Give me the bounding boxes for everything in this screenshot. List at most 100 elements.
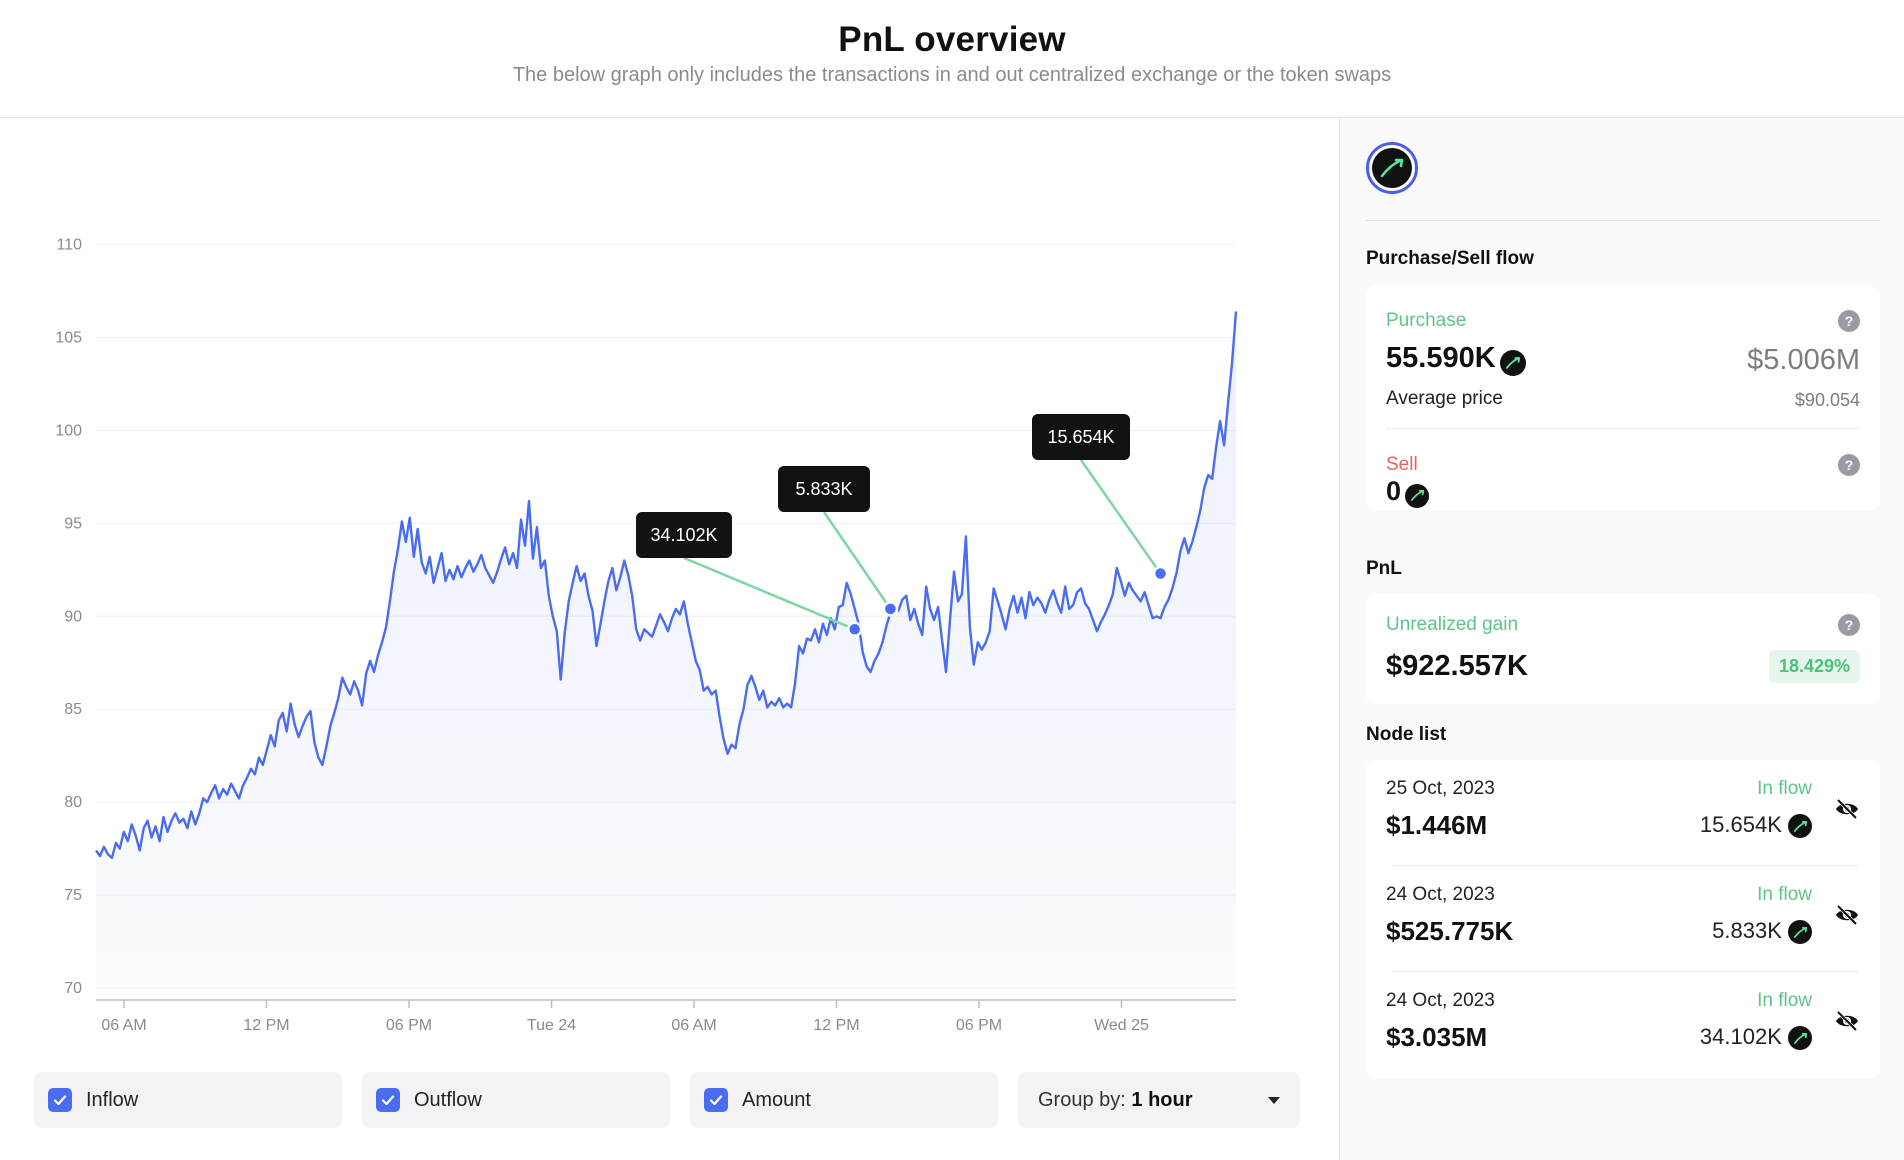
x-tick-label: 06 PM xyxy=(386,1017,432,1034)
annotation-point xyxy=(1152,565,1169,582)
node-amount-row: 15.654K xyxy=(1699,812,1812,839)
checkbox-checked-icon[interactable] xyxy=(704,1088,728,1112)
unrealized-gain-value: $922.557K xyxy=(1386,650,1528,682)
annotation: 15.654K xyxy=(1032,414,1169,582)
node-flow-label: In flow xyxy=(1757,884,1812,905)
outflow-label: Outflow xyxy=(414,1088,482,1111)
annotation-box xyxy=(778,466,870,512)
outflow-toggle[interactable]: Outflow xyxy=(362,1072,670,1128)
token-icon xyxy=(1405,483,1430,508)
annotation-box xyxy=(1032,414,1130,460)
node-row[interactable]: 24 Oct, 2023 In flow $3.035M 34.102K xyxy=(1366,972,1880,1078)
purchase-usd: $5.006M xyxy=(1747,344,1860,376)
row-separator xyxy=(1392,971,1858,972)
y-tick-label: 75 xyxy=(64,887,82,904)
inflow-toggle[interactable]: Inflow xyxy=(34,1072,342,1128)
node-flow-label: In flow xyxy=(1757,990,1812,1011)
row-separator xyxy=(1392,865,1858,866)
group-by-select[interactable]: Group by: 1 hour xyxy=(1018,1072,1300,1128)
inflow-label: Inflow xyxy=(86,1088,139,1111)
annotation-box xyxy=(636,512,732,558)
token-icon xyxy=(1500,349,1527,376)
panel-separator xyxy=(1366,220,1880,221)
node-date: 24 Oct, 2023 xyxy=(1386,990,1495,1011)
y-tick-label: 110 xyxy=(56,237,82,254)
average-price-label: Average price xyxy=(1386,388,1503,409)
help-icon[interactable]: ? xyxy=(1838,614,1860,636)
node-amount-row: 5.833K xyxy=(1712,918,1812,945)
y-tick-label: 85 xyxy=(64,701,82,718)
node-amount: 34.102K xyxy=(1699,1024,1782,1049)
eye-off-icon[interactable] xyxy=(1834,798,1860,825)
annotation-leader xyxy=(1079,459,1162,575)
sell-amount-row: 0 xyxy=(1386,476,1430,508)
card-separator xyxy=(1386,428,1860,429)
annotation: 34.102K xyxy=(636,512,863,638)
node-amount-row: 34.102K xyxy=(1699,1024,1812,1051)
chart-svg[interactable]: 110 105 100 95 90 85 80 75 70 06 AM 12 PM 06 PM Tue … xyxy=(0,118,1340,1060)
token-logo-icon xyxy=(1366,142,1418,194)
checkbox-checked-icon[interactable] xyxy=(48,1088,72,1112)
flow-section-title: Purchase/Sell flow xyxy=(1366,248,1534,269)
token-icon xyxy=(1788,814,1812,839)
annotation: 5.833K xyxy=(778,466,899,617)
token-icon xyxy=(1788,1026,1812,1051)
node-date: 24 Oct, 2023 xyxy=(1386,884,1495,905)
page-subtitle: The below graph only includes the transa… xyxy=(512,64,1392,86)
annotation-leader xyxy=(683,556,856,631)
panel-divider xyxy=(1339,118,1340,1160)
help-icon[interactable]: ? xyxy=(1838,454,1860,476)
y-tick-label: 105 xyxy=(55,330,82,347)
series-line xyxy=(95,311,1238,860)
annotation-label: 5.833K xyxy=(795,479,852,499)
eye-off-icon[interactable] xyxy=(1834,1010,1860,1037)
x-tick-label: 12 PM xyxy=(243,1017,289,1034)
group-by-prefix: Group by: xyxy=(1038,1088,1132,1111)
node-date: 25 Oct, 2023 xyxy=(1386,778,1495,799)
purchase-amount-row: 55.590K xyxy=(1386,342,1527,376)
node-row[interactable]: 24 Oct, 2023 In flow $525.775K 5.833K xyxy=(1366,866,1880,972)
node-usd: $525.775K xyxy=(1386,916,1514,946)
average-price-value: $90.054 xyxy=(1794,390,1860,410)
pnl-chart[interactable]: 110 105 100 95 90 85 80 75 70 06 AM 12 PM 06 PM Tue … xyxy=(0,118,1340,1060)
group-by-value: 1 hour xyxy=(1131,1088,1193,1111)
purchase-amount: 55.590K xyxy=(1386,342,1496,374)
annotation-label: 15.654K xyxy=(1047,427,1114,447)
annotation-point xyxy=(882,601,899,617)
series-area xyxy=(96,311,1236,1000)
group-by-label: Group by: 1 hour xyxy=(1038,1089,1193,1112)
amount-toggle[interactable]: Amount xyxy=(690,1072,998,1128)
side-panel: Purchase/Sell flow Purchase ? 55.590K $5… xyxy=(1340,118,1904,1160)
token-icon xyxy=(1788,920,1812,945)
annotation-point xyxy=(846,621,863,638)
caret-down-icon xyxy=(1268,1096,1280,1104)
sell-label: Sell xyxy=(1386,454,1418,475)
page-header: PnL overview The below graph only includ… xyxy=(0,0,1904,118)
chart-controls: Inflow Outflow Amount Group by: 1 hour xyxy=(0,1072,1340,1130)
eye-off-icon[interactable] xyxy=(1834,904,1860,931)
y-tick-label: 90 xyxy=(64,608,82,625)
node-usd: $3.035M xyxy=(1386,1022,1488,1052)
node-row[interactable]: 25 Oct, 2023 In flow $1.446M 15.654K xyxy=(1366,760,1880,866)
x-tick-label: Tue 24 xyxy=(527,1017,576,1034)
annotation-leader xyxy=(822,511,892,610)
pnl-section-title: PnL xyxy=(1366,558,1402,579)
purchase-label: Purchase xyxy=(1386,310,1467,331)
purchase-sell-card: Purchase ? 55.590K $5.006M Average price… xyxy=(1366,286,1880,510)
y-tick-label: 70 xyxy=(64,980,82,997)
y-tick-label: 95 xyxy=(64,515,82,532)
amount-label: Amount xyxy=(742,1088,811,1111)
page-title: PnL overview xyxy=(838,20,1066,59)
node-list-title: Node list xyxy=(1366,724,1447,745)
help-icon[interactable]: ? xyxy=(1838,310,1860,332)
gain-percent-badge: 18.429% xyxy=(1768,650,1860,683)
checkbox-checked-icon[interactable] xyxy=(376,1088,400,1112)
x-tick-label: Wed 25 xyxy=(1094,1017,1149,1034)
node-amount: 15.654K xyxy=(1699,812,1782,837)
pnl-card: Unrealized gain ? $922.557K 18.429% xyxy=(1366,594,1880,704)
unrealized-gain-label: Unrealized gain xyxy=(1386,614,1519,635)
node-flow-label: In flow xyxy=(1757,778,1812,799)
annotation-label: 34.102K xyxy=(650,525,717,545)
y-tick-label: 100 xyxy=(55,422,82,439)
node-usd: $1.446M xyxy=(1386,810,1488,840)
